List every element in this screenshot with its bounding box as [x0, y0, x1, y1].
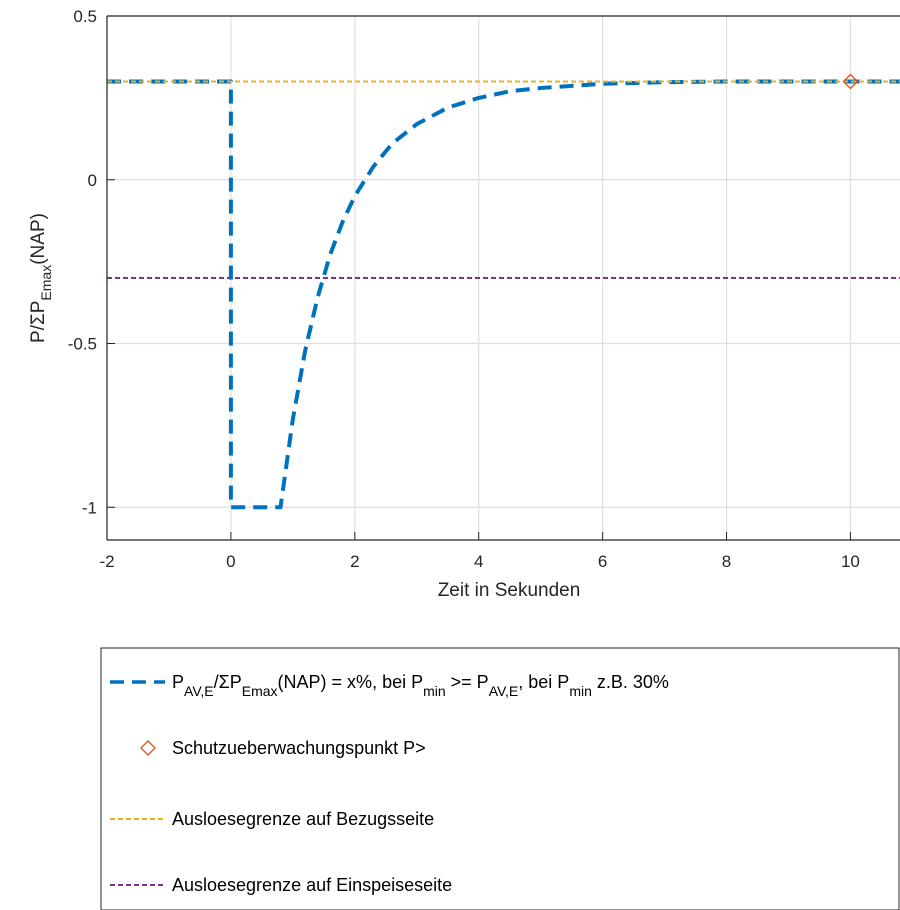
legend-label-signal-s2: Emax — [242, 683, 278, 699]
legend-entry-marker: Schutzueberwachungspunkt P> — [140, 738, 426, 758]
legend-entry-einspeise: Ausloesegrenze auf Einspeiseseite — [110, 875, 452, 895]
x-tick-label: -2 — [99, 552, 114, 571]
x-tick-label: 4 — [474, 552, 483, 571]
legend-label-signal-s3: min — [423, 683, 446, 699]
x-tick-label: 6 — [598, 552, 607, 571]
y-axis-label-main: P/ΣP — [28, 301, 49, 343]
y-tick-label: -1 — [82, 498, 97, 517]
legend-label-signal-s5: min — [569, 683, 592, 699]
data-layer — [107, 73, 900, 510]
x-tick-label: 10 — [841, 552, 860, 571]
x-tick-label: 0 — [226, 552, 235, 571]
legend-entry-bezug: Ausloesegrenze auf Bezugsseite — [110, 809, 434, 829]
legend-label-signal-p4: >= P — [446, 672, 489, 692]
axes — [106, 15, 900, 541]
legend-label-signal-p5: , bei P — [518, 672, 569, 692]
legend-marker-diamond-icon — [140, 740, 156, 756]
y-axis-label: P/ΣPEmax(NAP) — [28, 213, 54, 343]
legend-label-signal-p6: z.B. 30% — [592, 672, 669, 692]
legend-label-signal-p2: /ΣP — [214, 672, 242, 692]
legend-label-signal-s1: AV,E — [184, 683, 214, 699]
y-axis-label-tail: (NAP) — [28, 213, 49, 265]
legend-box — [100, 647, 900, 910]
legend-label-signal-p3: (NAP) = x%, bei P — [278, 672, 424, 692]
legend-label-marker: Schutzueberwachungspunkt P> — [172, 738, 426, 758]
x-axis-label: Zeit in Sekunden — [438, 580, 581, 601]
legend-label-bezug: Ausloesegrenze auf Bezugsseite — [172, 809, 434, 829]
series-marker-diamond — [842, 73, 859, 90]
legend-label-signal-s4: AV,E — [489, 683, 519, 699]
y-tick-label: -0.5 — [68, 335, 97, 354]
x-tick-label: 2 — [350, 552, 359, 571]
ticks: -2 0 2 4 6 8 10 0.5 0 -0.5 -1 — [68, 7, 860, 571]
legend: PAV,E/ΣPEmax(NAP) = x%, bei Pmin >= PAV,… — [100, 647, 900, 910]
legend-entry-signal: PAV,E/ΣPEmax(NAP) = x%, bei Pmin >= PAV,… — [110, 672, 669, 699]
legend-label-einspeise: Ausloesegrenze auf Einspeiseseite — [172, 875, 452, 895]
y-axis-label-sub: Emax — [38, 265, 54, 301]
x-tick-label: 8 — [722, 552, 731, 571]
y-tick-label: 0 — [88, 171, 97, 190]
legend-label-signal-p1: P — [172, 672, 184, 692]
y-tick-label: 0.5 — [73, 7, 97, 26]
legend-label-signal: PAV,E/ΣPEmax(NAP) = x%, bei Pmin >= PAV,… — [172, 672, 669, 699]
